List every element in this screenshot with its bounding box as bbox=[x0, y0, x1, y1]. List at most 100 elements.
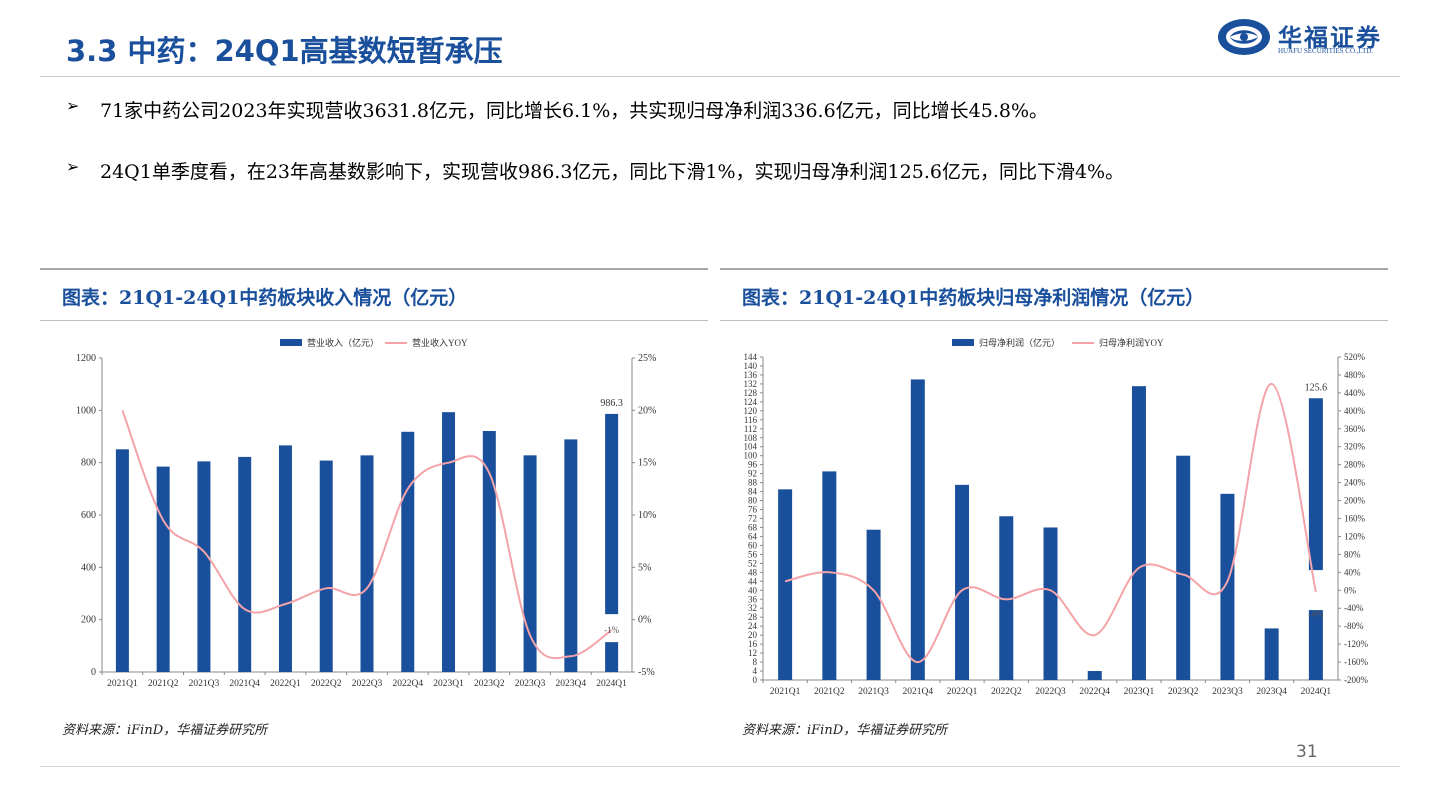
right-tick-label: 0% bbox=[1344, 585, 1357, 595]
x-tick-label: 2022Q1 bbox=[947, 687, 978, 697]
left-tick-label: 200 bbox=[81, 615, 96, 626]
right-tick-label: 160% bbox=[1344, 514, 1366, 524]
left-tick-label: 36 bbox=[748, 594, 758, 604]
x-tick-label: 2021Q3 bbox=[189, 679, 220, 689]
x-tick-label: 2021Q4 bbox=[229, 679, 260, 689]
bullet-text: 24Q1单季度看，在23年高基数影响下，实现营收986.3亿元，同比下滑1%，实… bbox=[100, 161, 1125, 183]
yoy-line-series bbox=[784, 382, 1317, 664]
bar-2021Q4 bbox=[910, 379, 925, 680]
x-tick-label: 2022Q3 bbox=[352, 679, 383, 689]
left-panel-mid-rule bbox=[40, 320, 708, 321]
bar-2022Q2 bbox=[999, 516, 1014, 680]
page-number: 31 bbox=[1296, 742, 1318, 762]
page-title: 3.3 中药：24Q1高基数短暂承压 bbox=[66, 34, 503, 68]
right-tick-label: 0% bbox=[638, 615, 651, 626]
bar-2023Q3 bbox=[1220, 493, 1235, 680]
legend-bar-swatch bbox=[952, 339, 974, 346]
left-tick-label: 100 bbox=[744, 451, 758, 461]
left-tick-label: 92 bbox=[748, 469, 757, 479]
x-tick-label: 2022Q4 bbox=[1079, 687, 1110, 697]
bar-2021Q3 bbox=[197, 461, 211, 672]
left-source-note: 资料来源：iFinD，华福证券研究所 bbox=[62, 723, 268, 738]
right-chart-title: 图表：21Q1-24Q1中药板块归母净利润情况（亿元） bbox=[742, 287, 1205, 309]
right-source-note: 资料来源：iFinD，华福证券研究所 bbox=[742, 723, 948, 738]
left-tick-label: 48 bbox=[748, 567, 758, 577]
right-tick-label: -200% bbox=[1344, 675, 1368, 685]
bar-2022Q3 bbox=[360, 455, 374, 672]
x-tick-label: 2023Q2 bbox=[474, 679, 505, 689]
bar-2022Q4 bbox=[401, 431, 415, 672]
right-tick-label: 80% bbox=[1344, 549, 1361, 559]
left-tick-label: 1000 bbox=[76, 405, 96, 416]
left-tick-label: 0 bbox=[91, 667, 96, 678]
legend-bar-label: 营业收入（亿元） bbox=[307, 337, 379, 348]
left-tick-label: 124 bbox=[744, 397, 758, 407]
left-tick-label: 24 bbox=[748, 621, 758, 631]
left-tick-label: 136 bbox=[744, 370, 758, 380]
left-tick-label: 96 bbox=[748, 460, 758, 470]
x-tick-label: 2023Q4 bbox=[556, 679, 587, 689]
x-tick-label: 2023Q1 bbox=[433, 679, 464, 689]
x-tick-label: 2022Q4 bbox=[392, 679, 423, 689]
left-tick-label: 20 bbox=[748, 630, 758, 640]
x-tick-label: 2021Q2 bbox=[814, 687, 845, 697]
x-tick-label: 2024Q1 bbox=[596, 679, 627, 689]
x-tick-label: 2022Q3 bbox=[1035, 687, 1066, 697]
left-tick-label: 84 bbox=[748, 487, 758, 497]
bar-2021Q3 bbox=[866, 529, 881, 680]
huafu-logo: 华福证券 HUAFU SECURITIES CO.,LTD. bbox=[1216, 16, 1396, 60]
bar-2021Q2 bbox=[822, 471, 837, 680]
x-tick-label: 2022Q1 bbox=[270, 679, 301, 689]
right-tick-label: 520% bbox=[1344, 352, 1366, 362]
yoy-label-box bbox=[593, 614, 630, 643]
logo-text: 华福证券 bbox=[1278, 23, 1382, 52]
left-chart-title: 图表：21Q1-24Q1中药板块收入情况（亿元） bbox=[62, 287, 468, 309]
x-tick-label: 2021Q1 bbox=[107, 679, 138, 689]
left-tick-label: 64 bbox=[748, 531, 758, 541]
left-tick-label: 32 bbox=[748, 603, 757, 613]
right-tick-label: 200% bbox=[1344, 496, 1366, 506]
bar-2022Q1 bbox=[955, 484, 970, 680]
x-tick-label: 2021Q4 bbox=[902, 687, 933, 697]
left-tick-label: 112 bbox=[744, 424, 757, 434]
right-tick-label: 280% bbox=[1344, 460, 1366, 470]
bar-2021Q4 bbox=[238, 456, 252, 672]
right-tick-label: 400% bbox=[1344, 406, 1366, 416]
left-tick-label: 88 bbox=[748, 478, 758, 488]
huafu-logo-icon bbox=[1218, 19, 1270, 55]
left-tick-label: 132 bbox=[744, 379, 758, 389]
right-tick-label: 480% bbox=[1344, 370, 1366, 380]
left-tick-label: 52 bbox=[748, 558, 757, 568]
right-tick-label: 360% bbox=[1344, 424, 1366, 434]
x-tick-label: 2023Q4 bbox=[1256, 687, 1287, 697]
footer-divider bbox=[40, 766, 1400, 767]
yoy-value-label: -4% bbox=[1308, 609, 1323, 619]
left-tick-label: 4 bbox=[753, 666, 758, 676]
left-tick-label: 144 bbox=[744, 352, 758, 362]
x-tick-label: 2021Q1 bbox=[770, 687, 801, 697]
bar-2022Q2 bbox=[319, 460, 333, 672]
left-tick-label: 80 bbox=[748, 496, 758, 506]
right-tick-label: -5% bbox=[638, 667, 655, 678]
x-tick-label: 2022Q2 bbox=[311, 679, 342, 689]
bar-2024Q1 bbox=[1308, 398, 1323, 680]
right-tick-label: -40% bbox=[1344, 603, 1364, 613]
bar-2021Q2 bbox=[156, 466, 170, 672]
bar-2023Q2 bbox=[1176, 455, 1191, 680]
left-tick-label: 108 bbox=[744, 433, 758, 443]
net-profit-chart: 0481216202428323640444852566064687276808… bbox=[744, 337, 1369, 697]
bar-2022Q1 bbox=[278, 445, 292, 672]
left-tick-label: 600 bbox=[81, 510, 96, 521]
x-tick-label: 2021Q2 bbox=[148, 679, 179, 689]
x-tick-label: 2022Q2 bbox=[991, 687, 1022, 697]
bar-2021Q1 bbox=[778, 489, 793, 680]
right-tick-label: 240% bbox=[1344, 478, 1366, 488]
right-tick-label: 25% bbox=[638, 353, 656, 364]
bar-2022Q4 bbox=[1087, 671, 1102, 680]
right-panel-top-rule bbox=[720, 268, 1388, 270]
bar-2023Q1 bbox=[1131, 386, 1146, 680]
x-tick-label: 2023Q2 bbox=[1168, 687, 1199, 697]
left-tick-label: 0 bbox=[753, 675, 758, 685]
left-tick-label: 68 bbox=[748, 522, 758, 532]
legend-bar-label: 归母净利润（亿元） bbox=[979, 337, 1060, 348]
